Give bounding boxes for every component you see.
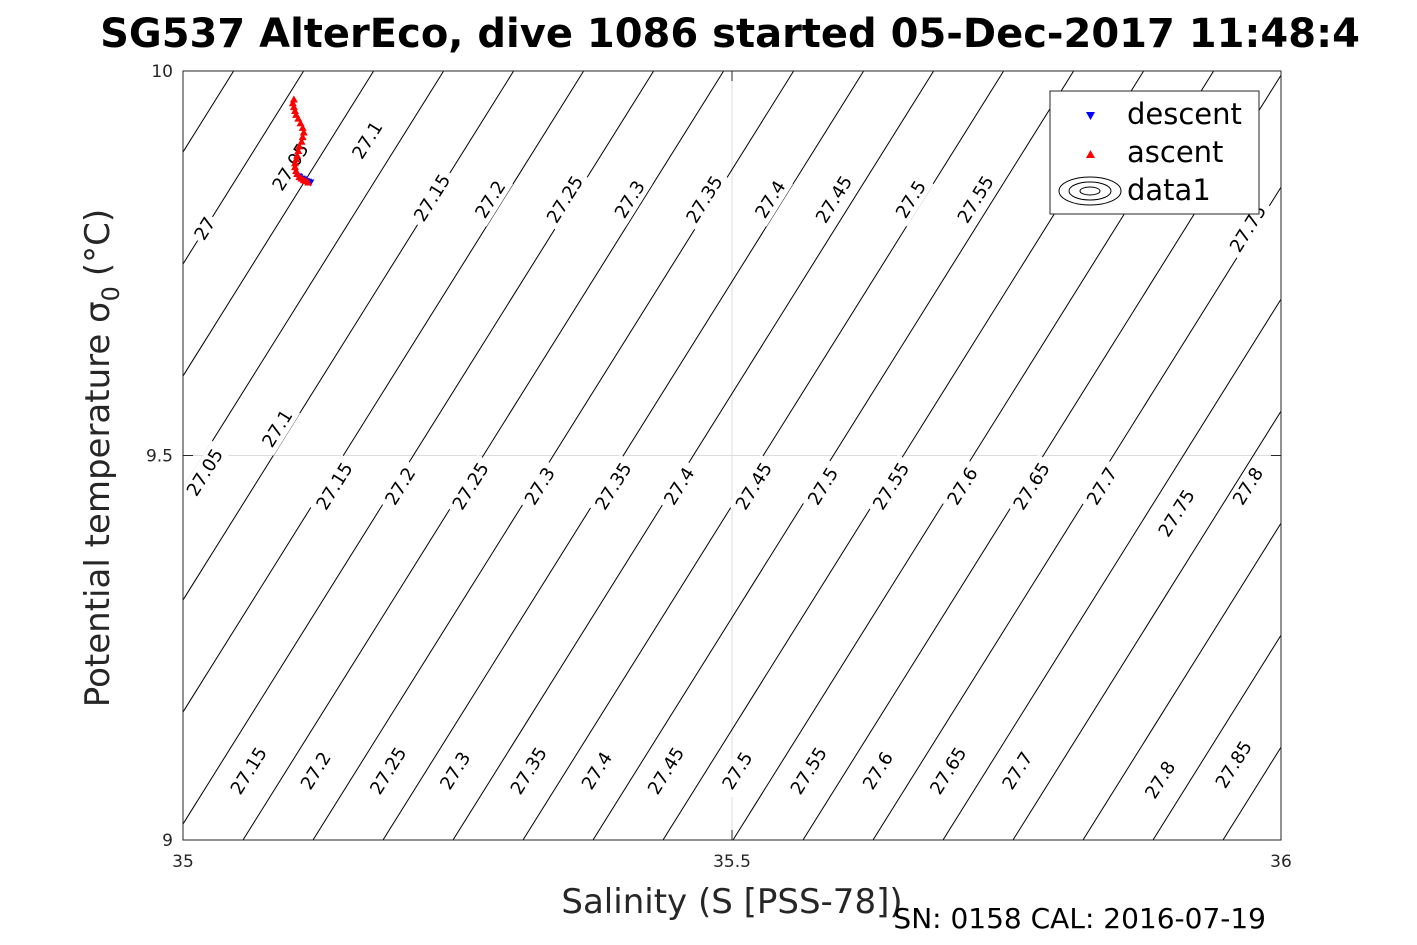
ascent-marker (290, 163, 299, 171)
isopycnal-line (942, 298, 1281, 840)
svg-text:Potential temperature σ0(°C): Potential temperature σ0(°C) (78, 209, 125, 707)
legend-data1-label: data1 (1127, 173, 1211, 207)
axis-ticks: 35 35.5 36 9 9.5 10 (146, 62, 1292, 872)
ascent-marker (294, 114, 303, 122)
isopycnal-line (242, 71, 725, 840)
ascent-marker (295, 142, 304, 150)
x-tick-label: 36 (1270, 852, 1292, 872)
x-tick-label: 35 (172, 852, 194, 872)
legend: descent ascent data1 (1049, 90, 1260, 215)
isopycnal-line (592, 71, 1075, 840)
ascent-marker (289, 103, 298, 111)
ascent-marker (292, 155, 301, 163)
x-tick-label: 35.5 (713, 852, 751, 872)
chart-title: SG537 AlterEco, dive 1086 started 05-Dec… (100, 11, 1360, 57)
ascent-marker (289, 95, 298, 103)
isopycnal-line (1082, 522, 1281, 840)
y-axis-label: Potential temperature σ0(°C) (78, 209, 125, 707)
contour-label: 27.3 (517, 459, 563, 514)
y-tick-label: 9.5 (146, 447, 173, 467)
ascent-marker (292, 166, 301, 174)
ascent-marker (293, 151, 302, 159)
grid-lines (183, 71, 1281, 840)
ascent-marker (288, 99, 297, 107)
legend-descent-marker (1086, 112, 1095, 120)
isopycnal-line (872, 186, 1281, 840)
isopycnal-line (183, 71, 375, 377)
serial-calibration-footer: SN: 0158 CAL: 2016-07-19 (893, 902, 1266, 935)
legend-descent-label: descent (1127, 97, 1242, 131)
isopycnal-line (1012, 410, 1281, 840)
legend-ascent-marker (1086, 150, 1095, 158)
ascent-marker (294, 146, 303, 154)
ascent-marker (298, 133, 307, 141)
isopycnal-line (452, 71, 935, 840)
y-tick-label: 9 (162, 831, 173, 851)
x-axis-label: Salinity (S [PSS-78]) (561, 882, 902, 922)
ascent-marker (290, 159, 299, 167)
isopycnal-line (1152, 634, 1281, 840)
ascent-marker (299, 128, 308, 136)
ascent-marker (298, 123, 307, 131)
legend-ascent-label: ascent (1127, 135, 1223, 169)
legend-contour-icon (1058, 176, 1122, 206)
ascent-marker (296, 119, 305, 127)
profile-markers (288, 95, 315, 187)
ascent-marker (292, 110, 301, 118)
isopycnal-line (183, 71, 305, 265)
ascent-marker (290, 106, 299, 114)
y-tick-label: 10 (151, 62, 173, 82)
ascent-marker (297, 137, 306, 145)
